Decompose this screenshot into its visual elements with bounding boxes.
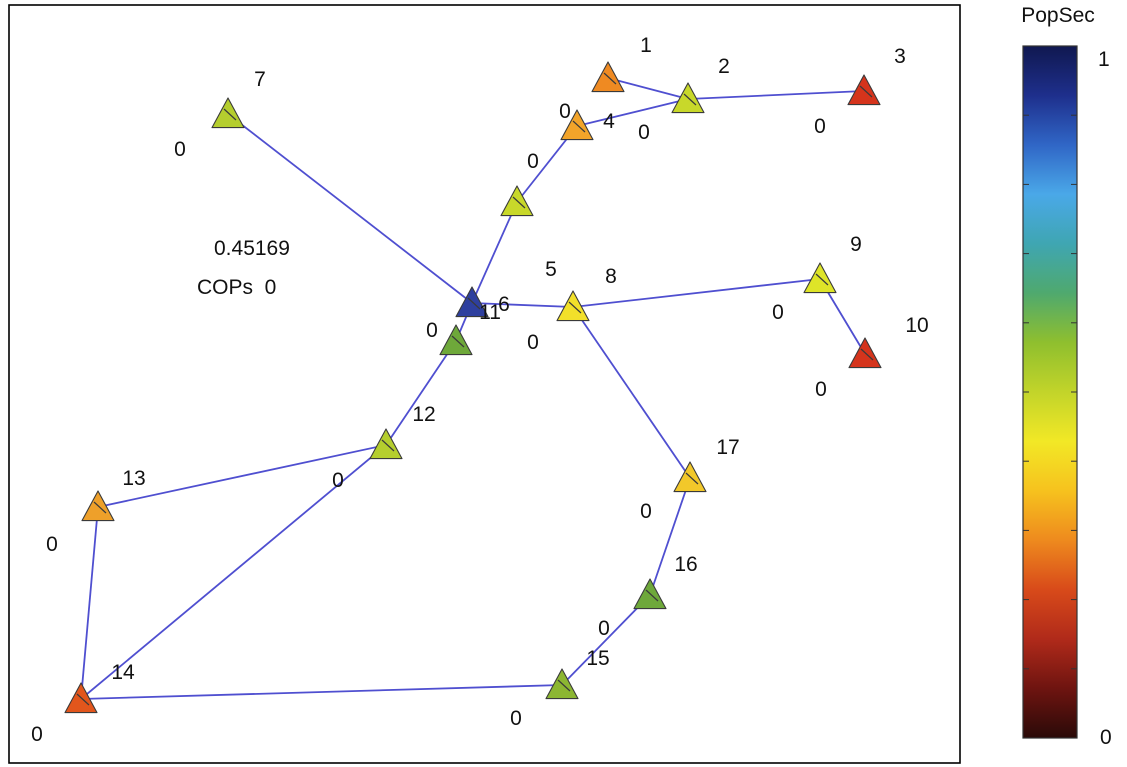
annotation-cops: COPs 0	[197, 276, 276, 299]
node-16-marker	[645, 589, 659, 602]
node-7-id-label: 7	[254, 68, 266, 91]
edge-12-14	[80, 444, 387, 700]
node-6-marker	[451, 335, 465, 348]
colorbar-gradient	[1023, 46, 1077, 738]
edge-16-15	[561, 594, 651, 686]
node-5-value-label: 0	[527, 150, 539, 173]
colorbar-max-label: 1	[1098, 48, 1110, 71]
edge-17-16	[649, 477, 691, 596]
node-14-value-label: 0	[31, 723, 43, 746]
node-6-value-label: 0	[426, 319, 438, 342]
node-15-marker	[557, 679, 571, 692]
node-5-marker	[512, 196, 526, 209]
edge-8-17	[572, 306, 691, 479]
node-8-value-label: 0	[527, 331, 539, 354]
node-9-value-label: 0	[772, 301, 784, 324]
edge-15-14	[80, 684, 563, 700]
node-11-id-label: 11	[479, 301, 501, 324]
node-17-id-label: 17	[716, 436, 739, 459]
node-2-value-label: 0	[638, 121, 650, 144]
node-3-id-label: 3	[894, 45, 906, 68]
node-layer	[64, 61, 882, 714]
node-6-id-label: 6	[498, 293, 510, 316]
node-3-marker	[859, 85, 873, 98]
node-5-id-label: 5	[545, 258, 557, 281]
node-17-value-label: 0	[640, 500, 652, 523]
node-7-marker	[223, 108, 237, 121]
node-14-marker	[76, 693, 90, 706]
node-15-id-label: 15	[586, 647, 609, 670]
edge-2-4	[576, 98, 689, 127]
node-12-marker	[381, 439, 395, 452]
node-7-value-label: 0	[174, 138, 186, 161]
node-16-id-label: 16	[674, 553, 697, 576]
node-12-value-label: 0	[332, 469, 344, 492]
colorbar: PopSec 1 0	[1021, 4, 1111, 749]
plot-area	[8, 4, 961, 764]
node-8-id-label: 8	[605, 265, 617, 288]
node-4-marker	[572, 120, 586, 133]
edge-14-13	[80, 506, 99, 700]
colorbar-title: PopSec	[1021, 4, 1095, 27]
node-9-id-label: 9	[850, 233, 862, 256]
colorbar-frame	[1022, 45, 1078, 739]
node-11-marker	[467, 297, 481, 310]
colorbar-min-label: 0	[1100, 726, 1112, 749]
colorbar-ticks	[1023, 45, 1077, 739]
node-15-value-label: 0	[510, 707, 522, 730]
annotation-value: 0.45169	[214, 237, 290, 260]
node-2-id-label: 2	[718, 55, 730, 78]
node-4-value-label: 0	[559, 100, 571, 123]
node-9-marker	[815, 273, 829, 286]
edge-13-12	[97, 444, 387, 508]
edge-2-3	[687, 90, 865, 100]
node-17-marker	[685, 472, 699, 485]
node-3-value-label: 0	[814, 115, 826, 138]
node-10-id-label: 10	[905, 314, 928, 337]
edge-11-8	[471, 302, 574, 308]
node-16-value-label: 0	[598, 617, 610, 640]
node-1-id-label: 1	[640, 34, 652, 57]
edge-12-6	[385, 340, 457, 446]
node-12-id-label: 12	[412, 403, 435, 426]
node-13-id-label: 13	[122, 467, 145, 490]
edge-8-9	[572, 278, 821, 308]
node-14-id-label: 14	[111, 661, 135, 684]
node-2-marker	[683, 93, 697, 106]
node-4-id-label: 4	[603, 110, 615, 133]
node-8-marker	[568, 301, 582, 314]
node-13-marker	[93, 501, 107, 514]
node-13-value-label: 0	[46, 533, 58, 556]
edge-1-2	[607, 77, 689, 100]
edge-5-11	[471, 201, 518, 304]
node-10-marker	[860, 348, 874, 361]
node-1-marker	[603, 72, 617, 85]
edge-7-11	[227, 113, 473, 304]
node-10-value-label: 0	[815, 378, 827, 401]
